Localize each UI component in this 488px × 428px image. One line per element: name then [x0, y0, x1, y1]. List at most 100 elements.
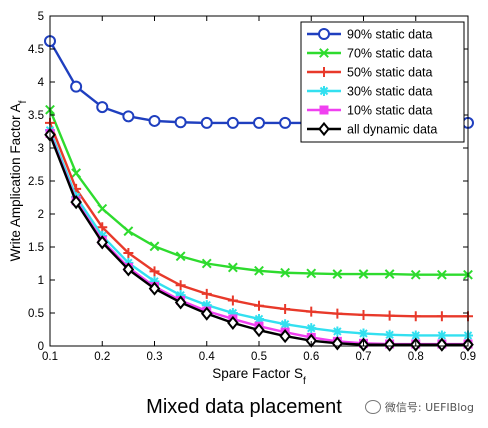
data-point [70, 195, 82, 210]
data-point [175, 251, 186, 262]
data-point [332, 269, 343, 279]
legend-marker [319, 48, 329, 58]
figure-caption: Mixed data placement [146, 396, 342, 418]
data-point [254, 300, 264, 311]
legend-marker [319, 86, 329, 96]
y-tick-label: 5 [38, 11, 44, 23]
y-tick-label: 0 [38, 341, 44, 353]
x-tick-label: 0.7 [356, 351, 372, 363]
y-tick-label: 4.5 [28, 44, 44, 56]
x-axis-label: Spare Factor Sf [212, 366, 306, 387]
legend-entry: 50% static data [307, 66, 433, 80]
legend-marker [319, 67, 329, 77]
data-point [332, 308, 343, 319]
data-point [410, 269, 421, 280]
data-point [410, 330, 421, 341]
y-tick-label: 4 [38, 77, 45, 89]
watermark-text: 微信号: UEFIBlog [384, 401, 474, 414]
legend: 90% static data 70% static data 50% static… [300, 21, 465, 143]
data-point [306, 306, 317, 317]
data-point [280, 304, 291, 315]
data-point [123, 226, 134, 237]
data-point [227, 308, 238, 318]
data-point [201, 258, 212, 269]
data-point [384, 269, 395, 279]
data-point [97, 203, 108, 214]
data-point [280, 319, 291, 330]
data-point [254, 265, 264, 276]
data-point [71, 168, 82, 178]
legend-entry: 90% static data [307, 28, 433, 42]
x-tick-label: 0.9 [460, 351, 476, 363]
data-point [96, 101, 109, 114]
legend-label: 30% static data [347, 85, 433, 99]
x-tick-label: 0.2 [94, 351, 110, 363]
data-point [384, 310, 395, 321]
legend-entry: 30% static data [307, 85, 433, 99]
y-axis-label: Write Amplication Factor Af [8, 100, 29, 261]
legend-label: all dynamic data [347, 123, 437, 137]
data-point [174, 116, 187, 129]
data-point [279, 329, 291, 344]
x-tick-label: 0.8 [408, 351, 424, 363]
data-point [280, 267, 291, 278]
data-point [253, 116, 265, 129]
y-tick-label: 3.5 [28, 110, 44, 122]
legend-label: 50% static data [347, 66, 433, 80]
x-tick-label: 0.3 [147, 351, 163, 363]
data-point [122, 262, 135, 277]
data-point [227, 295, 238, 306]
data-point [410, 311, 421, 322]
data-point [383, 337, 396, 352]
data-point [149, 266, 160, 277]
series-line [48, 134, 468, 346]
data-point [96, 235, 109, 250]
data-point [175, 280, 186, 291]
chart: 0.1 0.2 0.3 0.4 0.5 0.6 0.7 0.8 0.9 0 0.5 1 1.5 2 2.5 3… [8, 11, 476, 387]
watermark: 微信号: UEFIBlog [364, 399, 474, 415]
data-point [332, 326, 343, 337]
data-point [358, 328, 369, 339]
series-3 [45, 117, 473, 322]
y-tick-label: 1 [38, 275, 44, 287]
data-point [436, 269, 447, 280]
legend-box [300, 21, 465, 143]
y-tick-label: 1.5 [28, 242, 44, 254]
data-point [201, 288, 212, 299]
data-point [200, 306, 213, 321]
legend-marker [318, 28, 330, 40]
data-point [279, 116, 292, 129]
legend-entry: 10% static data [307, 104, 433, 118]
series-line [48, 122, 468, 318]
data-point [149, 241, 160, 252]
legend-label: 90% static data [347, 28, 433, 42]
data-point [227, 262, 238, 273]
data-point [148, 114, 161, 127]
y-tick-label: 2.5 [28, 176, 44, 188]
y-tick-label: 3 [38, 143, 44, 155]
x-tick-label: 0.6 [303, 351, 319, 363]
legend-marker [319, 105, 329, 115]
data-point [436, 311, 447, 322]
y-tick-label: 0.5 [28, 308, 44, 320]
data-point [358, 269, 369, 279]
data-point [358, 309, 369, 320]
data-point [70, 80, 83, 93]
x-tick-label: 0.4 [199, 351, 216, 363]
data-point [227, 315, 239, 330]
data-point [201, 300, 212, 311]
legend-label: 70% static data [347, 47, 433, 61]
data-point [306, 323, 317, 334]
y-tick-label: 2 [38, 209, 44, 221]
series-2 [45, 104, 473, 280]
data-point [149, 276, 160, 287]
data-point [436, 330, 447, 341]
data-point [253, 323, 265, 338]
data-point [254, 313, 264, 324]
data-point [148, 281, 161, 296]
x-tick-label: 0.5 [251, 351, 267, 363]
legend-label: 10% static data [347, 104, 433, 118]
data-point [200, 116, 213, 129]
data-point [122, 110, 135, 123]
data-point [306, 268, 317, 279]
